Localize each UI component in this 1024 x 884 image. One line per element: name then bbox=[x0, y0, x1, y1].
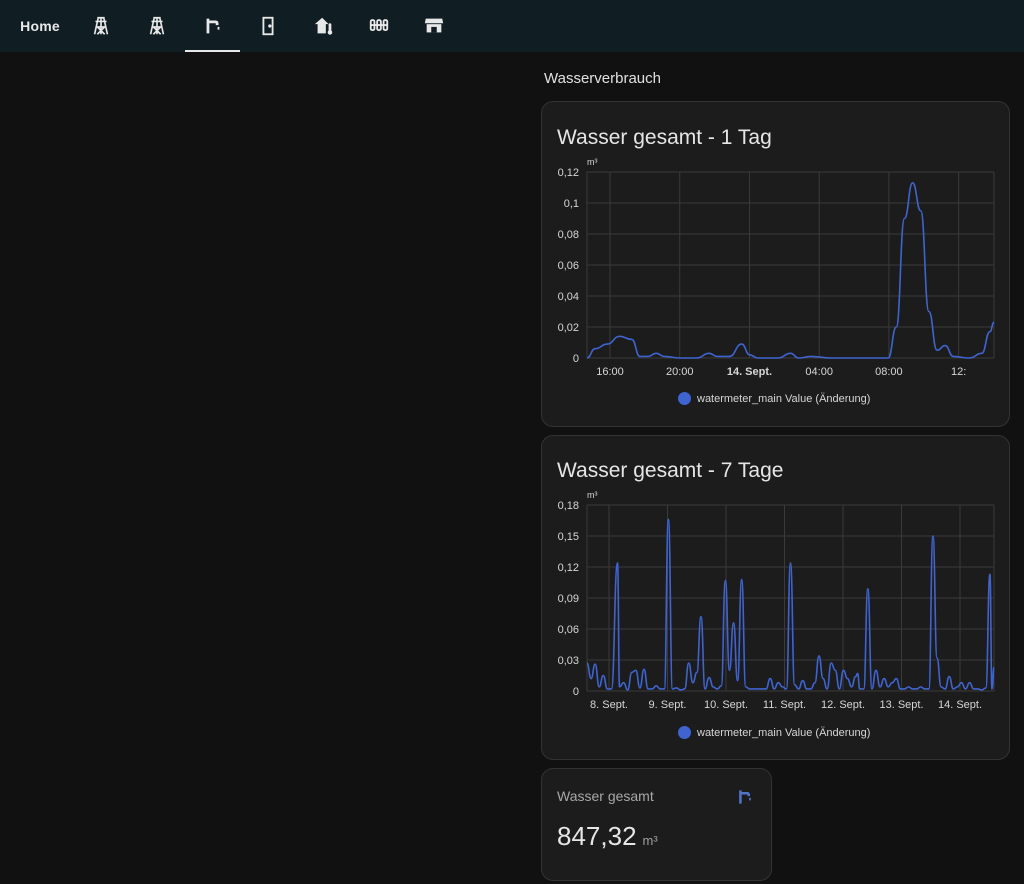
y-tick-label: 0,06 bbox=[558, 260, 579, 272]
door-icon bbox=[262, 16, 273, 36]
tab-store[interactable] bbox=[406, 0, 461, 52]
y-tick-label: 0,04 bbox=[558, 291, 579, 303]
chart-legend[interactable]: watermeter_main Value (Änderung) bbox=[678, 726, 870, 739]
legend-label: watermeter_main Value (Änderung) bbox=[697, 392, 871, 405]
tab-climate[interactable] bbox=[296, 0, 351, 52]
entity-value-row: 847,32 m³ bbox=[557, 821, 658, 852]
legend-label: watermeter_main Value (Änderung) bbox=[697, 726, 871, 739]
y-tick-label: 0,09 bbox=[558, 593, 579, 605]
x-tick-label: 12. Sept. bbox=[821, 699, 865, 711]
y-tick-label: 0,12 bbox=[558, 562, 579, 574]
tab-water[interactable] bbox=[185, 0, 240, 52]
x-tick-label: 11. Sept. bbox=[763, 699, 806, 711]
transmission-tower-icon bbox=[149, 16, 164, 35]
x-tick-label: 13. Sept. bbox=[879, 699, 923, 711]
x-tick-label: 9. Sept. bbox=[649, 699, 687, 711]
line-chart-7-days[interactable]: m³ 0 0,03 0,06 0,09 0,12 0,15 0,18 8. Sept. 9. Se… bbox=[542, 436, 1011, 761]
radiator-icon bbox=[369, 19, 388, 32]
x-tick-label: 14. Sept. bbox=[938, 699, 982, 711]
x-tick-label: 20:00 bbox=[666, 366, 694, 378]
series-line bbox=[586, 182, 995, 359]
y-tick-label: 0,15 bbox=[558, 531, 579, 543]
tab-power-2[interactable] bbox=[129, 0, 184, 52]
y-axis-unit: m³ bbox=[587, 490, 598, 500]
history-graph-card-1-day: Wasser gesamt - 1 Tag m³ 0 0,02 0,04 0,06 0,0… bbox=[541, 101, 1010, 427]
entity-unit: m³ bbox=[642, 833, 658, 848]
y-tick-label: 0 bbox=[573, 353, 579, 365]
entity-name: Wasser gesamt bbox=[557, 788, 654, 804]
water-tap-icon bbox=[739, 790, 751, 804]
y-tick-label: 0 bbox=[573, 686, 579, 698]
entity-value: 847,32 bbox=[557, 821, 637, 851]
y-tick-label: 0,06 bbox=[558, 624, 579, 636]
x-tick-label: 08:00 bbox=[875, 366, 903, 378]
tab-heating[interactable] bbox=[351, 0, 406, 52]
card-title: Wasser gesamt - 7 Tage bbox=[557, 459, 784, 482]
x-tick-label: 04:00 bbox=[805, 366, 833, 378]
y-tick-label: 0,03 bbox=[558, 655, 579, 667]
x-tick-label: 10. Sept. bbox=[704, 699, 748, 711]
section-title: Wasserverbrauch bbox=[544, 70, 661, 87]
y-axis-unit: m³ bbox=[587, 157, 598, 167]
entity-card-water-total[interactable]: Wasser gesamt 847,32 m³ bbox=[541, 768, 772, 881]
transmission-tower-icon bbox=[93, 16, 108, 35]
y-tick-label: 0,08 bbox=[558, 229, 579, 241]
x-tick-label: 16:00 bbox=[596, 366, 624, 378]
x-tick-label: 14. Sept. bbox=[727, 366, 772, 378]
y-tick-label: 0,1 bbox=[564, 198, 579, 210]
card-title: Wasser gesamt - 1 Tag bbox=[557, 126, 772, 149]
history-graph-card-7-days: Wasser gesamt - 7 Tage m³ 0 0,03 0,06 0,09 0,… bbox=[541, 435, 1010, 760]
y-tick-label: 0,02 bbox=[558, 322, 579, 334]
x-tick-label: 8. Sept. bbox=[590, 699, 628, 711]
chart-legend[interactable]: watermeter_main Value (Änderung) bbox=[678, 392, 870, 405]
home-thermometer-icon bbox=[314, 17, 332, 35]
y-tick-label: 0,12 bbox=[558, 167, 579, 179]
top-navigation-bar: Home bbox=[0, 0, 1024, 52]
series-line bbox=[586, 518, 995, 691]
legend-color-dot bbox=[678, 392, 691, 405]
tab-power-1[interactable] bbox=[73, 0, 128, 52]
legend-color-dot bbox=[678, 726, 691, 739]
y-tick-label: 0,18 bbox=[558, 500, 579, 512]
tab-home[interactable]: Home bbox=[20, 18, 60, 34]
water-tap-icon bbox=[206, 18, 219, 34]
line-chart-1-day[interactable]: m³ 0 0,02 0,04 0,06 0,08 0,1 0,12 16:00 20:00 14. … bbox=[542, 102, 1011, 428]
x-tick-label: 12: bbox=[951, 366, 966, 378]
tab-door[interactable] bbox=[240, 0, 295, 52]
storefront-icon bbox=[424, 18, 443, 33]
